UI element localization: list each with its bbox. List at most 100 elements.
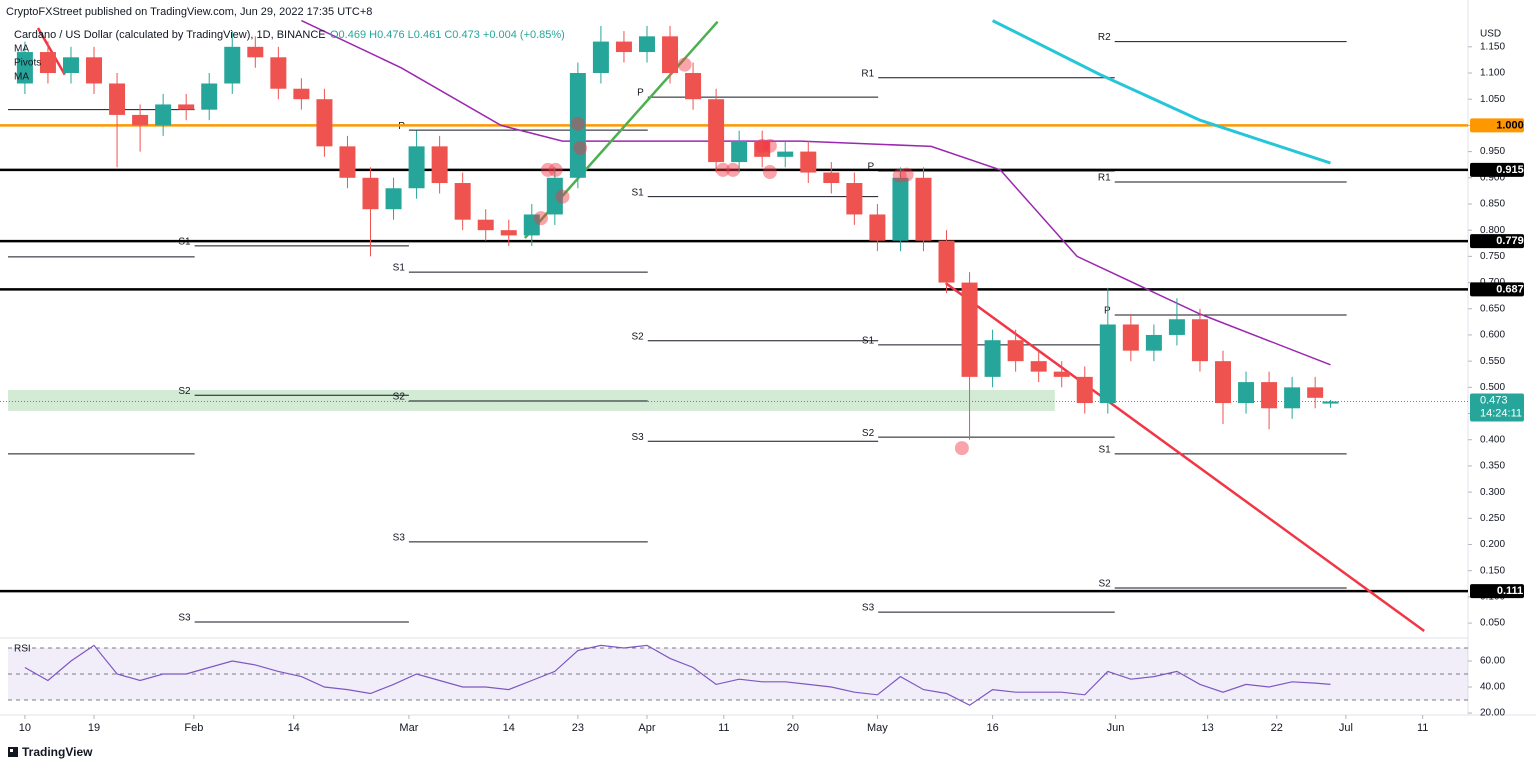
candle-body [293, 88, 310, 100]
pivot-label: S2 [1098, 579, 1111, 590]
support-zone [8, 389, 1055, 411]
highlight [899, 167, 914, 182]
x-tick-label: 11 [1417, 722, 1428, 734]
candle-body [1053, 371, 1070, 377]
candle-body [731, 141, 748, 163]
last-price-label: 0.473 [1480, 394, 1508, 406]
candle-body [155, 104, 172, 126]
y-tick-label: 0.650 [1480, 303, 1505, 314]
y-tick-label: 20.00 [1480, 708, 1505, 719]
candle-body [39, 52, 56, 74]
y-tick-label: 0.800 [1480, 225, 1505, 236]
candle-body [961, 282, 978, 377]
highlight [548, 162, 563, 177]
legend-ma: MA [14, 44, 29, 55]
symbol: Cardano / US Dollar (calculated by Tradi… [14, 29, 326, 41]
candle-body [1191, 319, 1208, 362]
candle-body [362, 177, 379, 210]
y-tick-label: 1.100 [1480, 68, 1505, 79]
candle-body [1076, 376, 1093, 404]
logo [8, 747, 18, 757]
plot: 1.150 1.100 1.050 1.000 0.950 0.900 0.850 0.800… [0, 19, 1524, 734]
highlight [540, 162, 555, 177]
candle-body [938, 240, 955, 283]
x-tick-label: May [867, 722, 888, 734]
candle-body [500, 230, 517, 236]
candle-body [1215, 361, 1232, 404]
y-tick-label: 0.150 [1480, 565, 1505, 576]
x-tick-label: 13 [1202, 722, 1214, 734]
y-tick-label: 0.750 [1480, 251, 1505, 262]
pivot-label: S2 [393, 392, 406, 403]
pivot-label: S1 [393, 263, 406, 274]
y-tick-label: 0.400 [1480, 434, 1505, 445]
candle-body [546, 177, 563, 215]
x-tick-label: 14 [503, 722, 515, 734]
pivot-label: S3 [393, 533, 406, 544]
candle-body [892, 177, 909, 241]
highlight [573, 140, 588, 155]
y-tick-label: 0.850 [1480, 199, 1505, 210]
y-tick-label: 0.050 [1480, 618, 1505, 629]
candle-body [1307, 387, 1324, 398]
pivot-label: S3 [632, 432, 645, 443]
pivot-label: S3 [862, 603, 875, 614]
moving-average [301, 19, 1331, 366]
candle-body [1030, 361, 1047, 372]
candle-body [1099, 324, 1116, 404]
x-tick-label: Apr [638, 722, 655, 734]
candle-body [339, 146, 356, 178]
trend-line [36, 27, 66, 76]
pivot-label: S1 [1098, 445, 1111, 456]
y-tick-label: 0.600 [1480, 330, 1505, 341]
candle-body [132, 114, 149, 126]
highlight [716, 162, 731, 177]
x-tick-label: Mar [399, 722, 418, 734]
x-tick-label: 14 [288, 722, 300, 734]
highlight [892, 168, 907, 183]
pivot-label: P [867, 162, 874, 173]
candle-body [523, 214, 540, 236]
level-tag [1470, 118, 1524, 133]
x-tick-label: 16 [986, 722, 998, 734]
level-tag-label: 0.687 [1496, 283, 1524, 295]
candle-body [62, 57, 79, 74]
candle-body [477, 219, 494, 231]
pivot-label: S2 [862, 428, 875, 439]
moving-average [991, 19, 1331, 165]
currency: USD [1480, 29, 1501, 40]
candle-body [1168, 319, 1185, 335]
x-tick-label: Feb [184, 722, 203, 734]
legend-ma: MA [14, 72, 29, 83]
candle-body [823, 172, 840, 184]
candle-body [1261, 382, 1278, 409]
level-tag-label: 0.779 [1496, 235, 1524, 247]
candle-body [431, 146, 448, 184]
candle-body [1238, 382, 1255, 404]
candle-body [16, 52, 33, 84]
y-tick-label: 0.950 [1480, 146, 1505, 157]
y-tick-label: 0.200 [1480, 539, 1505, 550]
candle-body [408, 146, 425, 189]
pivot-label: S2 [632, 331, 645, 342]
ohlc: O0.469 H0.476 L0.461 C0.473 +0.004 (+0.8… [330, 29, 565, 41]
candle-body [869, 214, 886, 241]
pivot-label: R1 [1098, 173, 1111, 184]
highlight [762, 138, 777, 153]
y-tick-label: 0.550 [1480, 356, 1505, 367]
x-tick-label: 19 [88, 722, 100, 734]
x-tick-label: 20 [787, 722, 799, 734]
candle-body [178, 104, 195, 110]
x-tick-label: Jul [1339, 722, 1353, 734]
candle-body [1322, 401, 1339, 404]
y-tick-label: 1.150 [1480, 41, 1505, 52]
pivot-label: S3 [178, 613, 191, 624]
pivot-label: R1 [861, 68, 874, 79]
candle-body [1145, 334, 1162, 351]
countdown: 14:24:11 [1480, 407, 1522, 419]
rsi-title: RSI [14, 644, 31, 655]
highlight [570, 116, 585, 131]
y-tick-label: 0.250 [1480, 513, 1505, 524]
highlight [726, 162, 741, 177]
